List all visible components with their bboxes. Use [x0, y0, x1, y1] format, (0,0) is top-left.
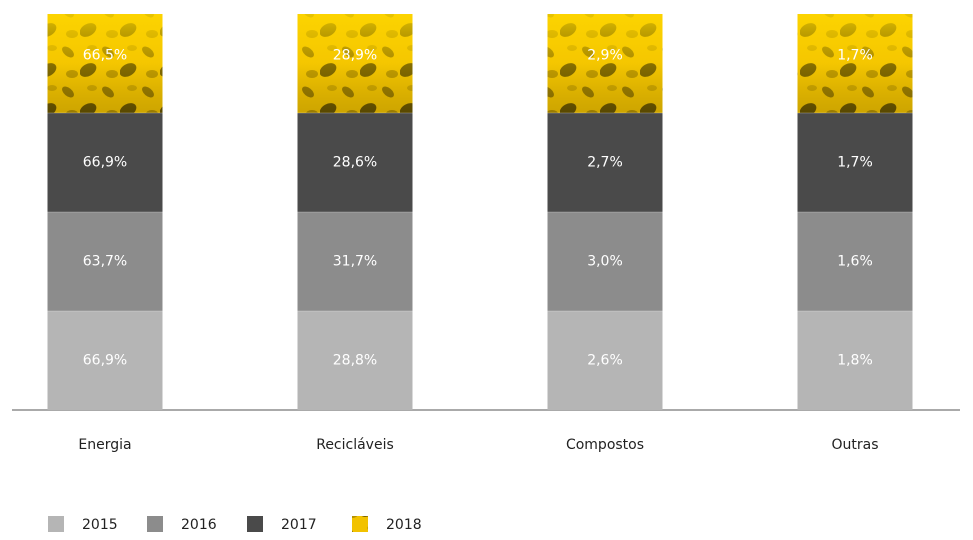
value-label: 2,9% — [587, 48, 623, 64]
value-label: 28,6% — [333, 155, 377, 171]
x-tick-label: Outras — [831, 437, 878, 453]
legend-swatch — [147, 516, 163, 532]
tile-shade — [298, 14, 413, 113]
tile-shade — [48, 14, 163, 113]
value-label: 63,7% — [83, 254, 127, 270]
value-label: 1,7% — [837, 48, 873, 64]
value-label: 28,9% — [333, 48, 377, 64]
value-label: 2,7% — [587, 155, 623, 171]
legend-label: 2017 — [281, 517, 317, 533]
x-tick-label: Recicláveis — [316, 437, 394, 453]
x-tick-label: Compostos — [566, 437, 644, 453]
value-label: 31,7% — [333, 254, 377, 270]
value-label: 28,8% — [333, 353, 377, 369]
legend-label: 2015 — [82, 517, 118, 533]
value-label: 2,6% — [587, 353, 623, 369]
legend-swatch — [247, 516, 263, 532]
tile-shade — [798, 14, 913, 113]
value-label: 66,9% — [83, 353, 127, 369]
value-label: 1,7% — [837, 155, 873, 171]
legend-swatch — [352, 516, 368, 532]
value-label: 66,5% — [83, 48, 127, 64]
legend-label: 2018 — [386, 517, 422, 533]
value-label: 3,0% — [587, 254, 623, 270]
legend-swatch — [48, 516, 64, 532]
value-label: 1,6% — [837, 254, 873, 270]
value-label: 66,9% — [83, 155, 127, 171]
chart: Energia 66,9% 63,7% 66,9% 66,5% Recicláveis 28… — [0, 0, 973, 536]
value-label: 1,8% — [837, 353, 873, 369]
legend-label: 2016 — [181, 517, 217, 533]
tile-shade — [548, 14, 663, 113]
x-tick-label: Energia — [78, 437, 131, 453]
